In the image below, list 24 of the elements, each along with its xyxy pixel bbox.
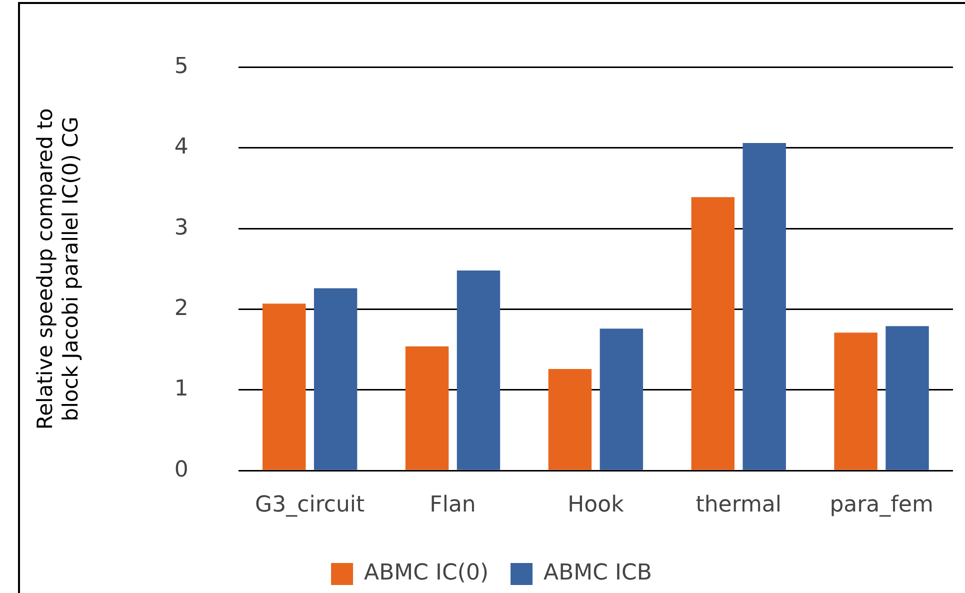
y-tick-label: 3: [174, 215, 188, 240]
bar: [742, 143, 786, 470]
bar: [691, 197, 735, 470]
legend-label: ABMC ICB: [544, 560, 652, 586]
bar: [405, 346, 449, 470]
x-tick-label: para_fem: [830, 492, 934, 518]
bar: [886, 326, 929, 470]
y-tick-label: 1: [174, 376, 188, 402]
x-tick-label: Hook: [568, 492, 624, 518]
y-axis-title: Relative speedup compared to block Jacobi parallel IC(0) CG: [33, 108, 82, 430]
y-tick-label: 0: [174, 457, 188, 482]
y-tick-label: 5: [174, 54, 188, 79]
y-tick-label: 4: [174, 134, 188, 160]
y-tick-label: 2: [174, 296, 188, 321]
bar: [262, 304, 306, 470]
bar: [314, 288, 358, 470]
bar: [600, 328, 644, 470]
x-tick-label: thermal: [696, 492, 782, 518]
legend-label: ABMC IC(0): [364, 560, 489, 586]
bar: [456, 270, 500, 470]
x-tick-label: Flan: [430, 492, 476, 518]
x-tick-label: G3_circuit: [255, 492, 366, 518]
bar: [834, 332, 878, 470]
bar: [548, 368, 592, 470]
